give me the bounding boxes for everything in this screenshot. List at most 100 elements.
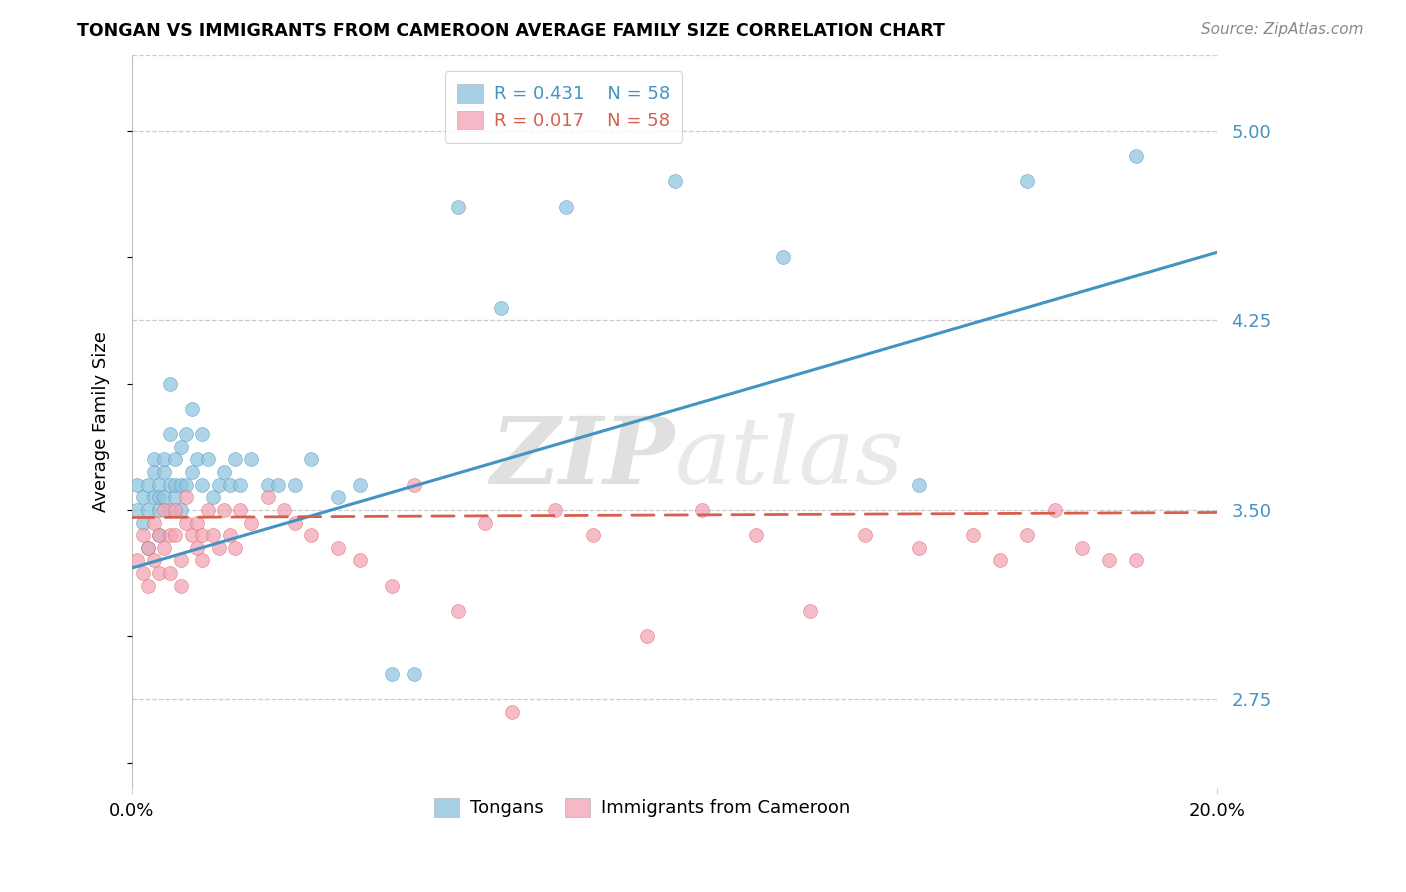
Point [170, 503, 193, 517]
Point [191, 528, 214, 542]
Point [256, 491, 278, 505]
Point [127, 553, 149, 567]
Point [159, 477, 181, 491]
Point [212, 465, 235, 479]
Point [165, 452, 187, 467]
Point [174, 516, 197, 530]
Point [962, 528, 984, 542]
Point [446, 200, 468, 214]
Point [772, 250, 794, 264]
Point [148, 503, 170, 517]
Point [136, 579, 159, 593]
Point [908, 477, 931, 491]
Point [1125, 149, 1147, 163]
Point [148, 477, 170, 491]
Point [186, 452, 208, 467]
Point [180, 401, 202, 416]
Point [197, 452, 219, 467]
Point [142, 452, 165, 467]
Point [212, 503, 235, 517]
Point [229, 503, 252, 517]
Point [799, 604, 821, 618]
Point [148, 491, 170, 505]
Point [132, 528, 155, 542]
Point [637, 629, 659, 643]
Point [284, 477, 307, 491]
Point [224, 541, 246, 555]
Y-axis label: Average Family Size: Average Family Size [93, 331, 110, 512]
Point [284, 516, 307, 530]
Point [240, 452, 263, 467]
Point [148, 528, 170, 542]
Text: Source: ZipAtlas.com: Source: ZipAtlas.com [1201, 22, 1364, 37]
Point [544, 503, 567, 517]
Point [582, 528, 605, 542]
Point [218, 477, 240, 491]
Point [159, 528, 181, 542]
Point [218, 528, 240, 542]
Point [299, 452, 322, 467]
Point [208, 477, 231, 491]
Point [489, 301, 512, 315]
Point [349, 553, 371, 567]
Point [186, 541, 208, 555]
Point [165, 491, 187, 505]
Point [174, 477, 197, 491]
Point [1070, 541, 1092, 555]
Point [136, 503, 159, 517]
Point [1125, 553, 1147, 567]
Point [446, 604, 468, 618]
Point [202, 528, 225, 542]
Point [127, 503, 149, 517]
Point [326, 541, 349, 555]
Point [256, 477, 278, 491]
Point [191, 427, 214, 442]
Point [165, 477, 187, 491]
Text: atlas: atlas [675, 413, 904, 503]
Point [153, 503, 176, 517]
Point [202, 491, 225, 505]
Point [153, 541, 176, 555]
Point [132, 516, 155, 530]
Point [170, 440, 193, 454]
Point [159, 427, 181, 442]
Point [501, 705, 523, 719]
Point [159, 566, 181, 580]
Point [326, 491, 349, 505]
Point [224, 452, 246, 467]
Point [180, 465, 202, 479]
Point [136, 477, 159, 491]
Point [404, 477, 426, 491]
Point [229, 477, 252, 491]
Point [170, 553, 193, 567]
Point [908, 541, 931, 555]
Point [381, 579, 404, 593]
Point [142, 553, 165, 567]
Point [174, 491, 197, 505]
Point [142, 465, 165, 479]
Point [191, 553, 214, 567]
Point [1017, 528, 1039, 542]
Point [555, 200, 578, 214]
Point [273, 503, 295, 517]
Point [142, 491, 165, 505]
Point [132, 491, 155, 505]
Point [153, 491, 176, 505]
Point [690, 503, 713, 517]
Point [240, 516, 263, 530]
Point [159, 503, 181, 517]
Point [165, 503, 187, 517]
Point [267, 477, 290, 491]
Point [165, 528, 187, 542]
Point [404, 667, 426, 681]
Point [159, 376, 181, 391]
Point [170, 477, 193, 491]
Point [381, 667, 404, 681]
Point [136, 541, 159, 555]
Point [1098, 553, 1121, 567]
Point [1017, 174, 1039, 188]
Text: ZIP: ZIP [491, 413, 675, 503]
Point [664, 174, 686, 188]
Point [153, 465, 176, 479]
Point [132, 566, 155, 580]
